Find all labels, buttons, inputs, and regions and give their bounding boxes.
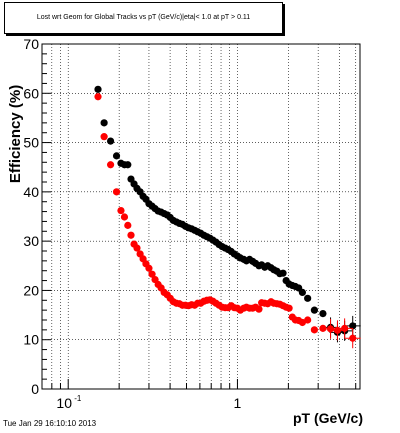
- y-tick-label: 50: [23, 135, 39, 151]
- y-tick-label: 70: [23, 36, 39, 52]
- data-point: [124, 221, 132, 229]
- series-red: [94, 93, 361, 349]
- data-point: [100, 119, 108, 127]
- data-point: [106, 161, 115, 169]
- title-box: Lost wrt Geom for Global Tracks vs pT (G…: [4, 2, 283, 34]
- data-point: [94, 93, 102, 101]
- data-point: [112, 152, 121, 160]
- data-point: [112, 188, 121, 196]
- chart-title: Lost wrt Geom for Global Tracks vs pT (G…: [36, 14, 251, 21]
- data-point: [319, 309, 327, 318]
- plot-frame: [41, 43, 361, 390]
- data-point: [326, 325, 335, 333]
- x-tick-label-exponent: -1: [74, 394, 82, 403]
- data-point: [120, 213, 129, 221]
- footer-timestamp: Tue Jan 29 16:10:10 2013: [3, 419, 97, 428]
- data-point: [304, 294, 312, 302]
- data-point: [310, 326, 319, 334]
- data-point: [349, 322, 357, 330]
- y-tick-label: 40: [23, 184, 39, 200]
- data-point: [145, 264, 153, 272]
- data-point: [285, 304, 293, 312]
- data-point: [124, 161, 132, 169]
- y-tick-label: 10: [23, 332, 39, 348]
- data-point: [298, 288, 306, 296]
- data-point: [304, 316, 312, 324]
- data-point: [279, 269, 287, 277]
- data-point: [349, 334, 357, 342]
- y-tick-label: 20: [23, 282, 39, 298]
- data-point: [341, 324, 349, 332]
- series-black: [94, 85, 361, 343]
- data-point: [255, 305, 263, 313]
- y-tick-label: 60: [23, 85, 39, 101]
- y-tick-label: 0: [31, 381, 39, 397]
- data-point: [310, 306, 319, 314]
- data-point: [100, 133, 108, 141]
- grid: [41, 44, 360, 389]
- data-point: [148, 270, 156, 278]
- data-marks: [94, 85, 361, 349]
- data-point: [133, 244, 141, 252]
- x-tick-label: 1: [234, 395, 242, 411]
- data-point: [94, 85, 102, 93]
- x-axis-label: pT (GeV/c): [293, 410, 363, 426]
- y-tick-label: 30: [23, 233, 39, 249]
- data-point: [117, 206, 125, 215]
- data-point: [127, 231, 135, 239]
- data-point: [106, 137, 115, 145]
- y-axis-label: Efficiency (%): [7, 85, 24, 183]
- data-point: [333, 326, 342, 334]
- x-tick-label: 10: [56, 395, 72, 411]
